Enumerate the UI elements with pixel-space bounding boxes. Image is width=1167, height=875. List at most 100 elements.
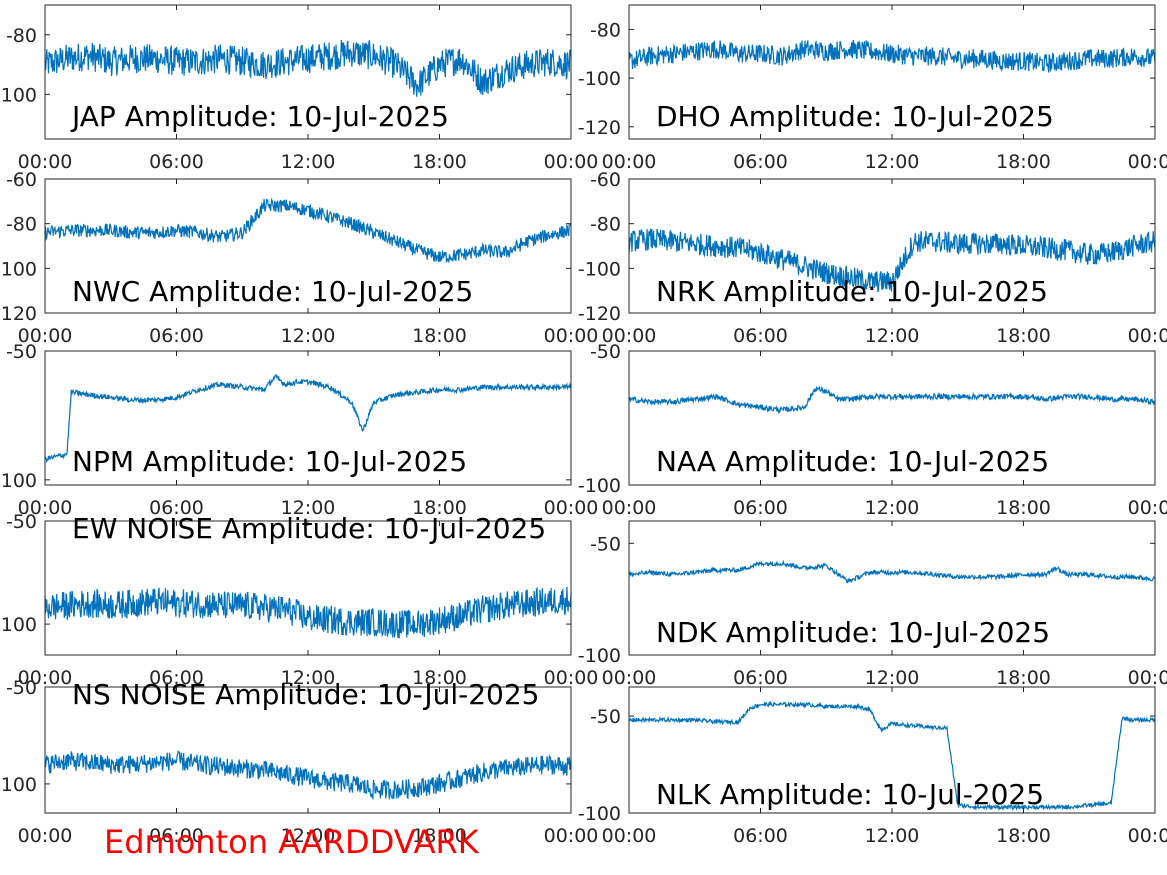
x-tick-label: 12:00 <box>865 825 920 847</box>
plot-area <box>629 5 1155 139</box>
x-tick-label: 06:00 <box>149 151 204 173</box>
y-tick-label: -50 <box>590 341 621 363</box>
x-tick-label: 12:00 <box>281 825 336 847</box>
x-tick-label: 00:00 <box>18 325 73 347</box>
panel-title-naa: NAA Amplitude: 10-Jul-2025 <box>656 445 1049 478</box>
x-tick-label: 00:00 <box>18 825 73 847</box>
series-line-npm <box>45 374 571 464</box>
plot-area <box>629 687 1155 813</box>
panel-nrk: 00:00 06:00 12:00 18:00 00:00 -60 -80 -100 -120 N… <box>578 169 1167 347</box>
y-tick-label: -100 <box>0 614 37 636</box>
x-tick-label: 00:00 <box>544 325 599 347</box>
x-tick-label: 18:00 <box>412 151 467 173</box>
series-line-ns-noise <box>45 750 571 801</box>
plot-area <box>45 5 571 139</box>
panel-naa: 00:00 06:00 12:00 18:00 00:00 -50 -100 NAA Ampl… <box>578 341 1167 519</box>
x-tick-label: 00:00 <box>544 151 599 173</box>
panel-ns-noise: 00:00 06:00 12:00 18:00 00:00 -50 -100 NS NOISE… <box>0 677 598 847</box>
x-tick-label: 18:00 <box>412 497 467 519</box>
x-tick-label: 18:00 <box>996 325 1051 347</box>
x-tick-label: 00:00 <box>18 667 73 689</box>
x-tick-label: 18:00 <box>412 667 467 689</box>
footer-label: Edmonton AARDDVARK <box>104 823 480 861</box>
x-tick-label: 12:00 <box>865 151 920 173</box>
x-tick-label: 06:00 <box>149 667 204 689</box>
x-tick-label: 18:00 <box>996 151 1051 173</box>
y-tick-label: -50 <box>590 706 621 728</box>
panel-title-dho: DHO Amplitude: 10-Jul-2025 <box>656 100 1054 133</box>
x-tick-label: 12:00 <box>865 325 920 347</box>
panel-npm: 00:00 06:00 12:00 18:00 00:00 -50 -100 NPM Ampl… <box>0 341 598 519</box>
panel-title-jap: JAP Amplitude: 10-Jul-2025 <box>70 100 449 133</box>
panel-title-nlk: NLK Amplitude: 10-Jul-2025 <box>656 778 1044 811</box>
panel-ew-noise: 00:00 06:00 12:00 18:00 00:00 -50 -100 EW NOISE… <box>0 511 598 689</box>
x-tick-label: 18:00 <box>996 497 1051 519</box>
panel-title-nrk: NRK Amplitude: 10-Jul-2025 <box>656 275 1048 308</box>
panel-title-ns-noise: NS NOISE Amplitude: 10-Jul-2025 <box>72 678 539 711</box>
y-tick-label: -80 <box>6 214 37 236</box>
x-tick-label: 00:00 <box>602 151 657 173</box>
y-tick-label: -100 <box>578 803 621 825</box>
x-tick-label: 12:00 <box>865 667 920 689</box>
x-tick-label: 12:00 <box>281 151 336 173</box>
panel-title-ew-noise: EW NOISE Amplitude: 10-Jul-2025 <box>72 512 546 545</box>
plot-area <box>629 351 1155 485</box>
plot-area <box>45 687 571 813</box>
x-tick-label: 06:00 <box>733 325 788 347</box>
y-tick-label: -100 <box>0 470 37 492</box>
x-tick-label: 06:00 <box>149 497 204 519</box>
y-tick-label: -50 <box>6 511 37 533</box>
panel-nwc: 00:00 06:00 12:00 18:00 00:00 -60 -80 -100 -120 N… <box>0 169 598 347</box>
panel-ndk: 00:00 06:00 12:00 18:00 00:00 -50 -100 NDK Ampl… <box>578 520 1167 689</box>
x-tick-label: 00:00 <box>18 151 73 173</box>
y-tick-label: -50 <box>6 341 37 363</box>
x-tick-label: 00:00 <box>544 667 599 689</box>
x-tick-label: 18:00 <box>996 825 1051 847</box>
x-tick-label: 00:00 <box>602 825 657 847</box>
y-tick-label: -120 <box>578 303 621 325</box>
y-tick-label: -100 <box>0 258 37 280</box>
y-tick-label: -60 <box>6 169 37 191</box>
plot-area <box>45 351 571 485</box>
series-line-nrk <box>629 228 1155 293</box>
y-tick-label: -80 <box>590 19 621 41</box>
series-line-dho <box>629 39 1155 73</box>
y-tick-label: -60 <box>590 169 621 191</box>
x-tick-label: 12:00 <box>281 667 336 689</box>
x-tick-label: 00:00 <box>602 667 657 689</box>
series-line-nlk <box>629 700 1155 812</box>
x-tick-label: 00:00 <box>1128 497 1167 519</box>
x-tick-label: 18:00 <box>412 825 467 847</box>
y-tick-label: -100 <box>578 475 621 497</box>
panel-title-nwc: NWC Amplitude: 10-Jul-2025 <box>72 275 473 308</box>
x-tick-label: 18:00 <box>996 667 1051 689</box>
x-tick-label: 00:00 <box>1128 151 1167 173</box>
x-tick-label: 06:00 <box>149 825 204 847</box>
panel-jap: 00:00 06:00 12:00 18:00 00:00 -80 -100 JAP Ampl… <box>0 4 599 173</box>
y-tick-label: -100 <box>578 258 621 280</box>
series-line-ew-noise <box>45 586 571 639</box>
x-tick-label: 00:00 <box>1128 825 1167 847</box>
panel-title-ndk: NDK Amplitude: 10-Jul-2025 <box>656 616 1050 649</box>
x-tick-label: 06:00 <box>733 497 788 519</box>
plot-area <box>45 521 571 655</box>
y-tick-label: -50 <box>6 677 37 699</box>
panel-title-npm: NPM Amplitude: 10-Jul-2025 <box>72 445 467 478</box>
x-tick-label: 00:00 <box>544 825 599 847</box>
x-tick-label: 00:00 <box>1128 667 1167 689</box>
series-line-nwc <box>45 197 571 264</box>
x-tick-label: 18:00 <box>412 325 467 347</box>
y-tick-label: -100 <box>578 645 621 667</box>
y-tick-label: -80 <box>6 25 37 47</box>
y-tick-label: -80 <box>590 214 621 236</box>
x-tick-label: 12:00 <box>865 497 920 519</box>
y-tick-label: -100 <box>578 68 621 90</box>
x-tick-label: 06:00 <box>733 151 788 173</box>
y-tick-label: -100 <box>0 774 37 796</box>
x-tick-label: 06:00 <box>733 667 788 689</box>
x-tick-label: 00:00 <box>544 497 599 519</box>
x-tick-label: 06:00 <box>733 825 788 847</box>
panel-nlk: 00:00 06:00 12:00 18:00 00:00 -50 -100 NLK Ampl… <box>578 686 1167 847</box>
y-tick-label: -50 <box>590 533 621 555</box>
